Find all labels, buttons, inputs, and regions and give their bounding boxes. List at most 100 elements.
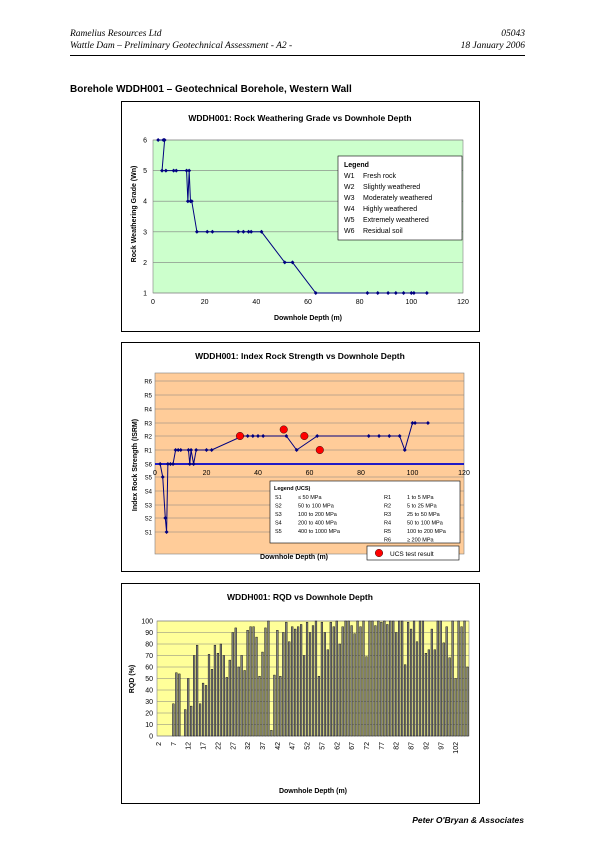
rqd-chart: WDDH001: RQD vs Downhole Depth 0 10 20 30 40… [121,583,480,804]
bar [222,655,225,737]
data-point [425,421,430,425]
bar [267,620,270,737]
y-tick-label: S5 [145,476,153,482]
x-tick-label: 97 [438,742,445,750]
x-tick-label: 100 [407,470,419,477]
bar [421,620,425,737]
strength-chart-svg: WDDH001: Index Rock Strength vs Downhole… [132,351,470,561]
data-point [162,138,167,142]
y-tick-label: 70 [145,653,153,660]
bar [424,652,428,737]
data-point [401,291,406,295]
x-tick-label: 0 [151,299,155,306]
bar [359,626,362,737]
y-tick-label: 10 [145,722,153,729]
x-axis-label: Downhole Depth (m) [260,554,328,561]
bar [249,626,252,737]
bar [314,620,318,737]
bar [365,656,368,737]
data-point [189,199,194,204]
legend-box [337,155,463,241]
legend-label: 100 to 200 MPa [407,529,447,535]
legend-title: Legend (UCS) [274,486,311,492]
legend-code: R1 [384,495,391,501]
legend-label: ≥ 200 MPa [407,538,435,544]
data-point [256,434,260,438]
data-point [185,199,190,204]
data-point [173,448,178,452]
data-point [191,462,196,466]
y-tick-label: 30 [145,699,153,706]
bar [255,636,258,737]
bar [329,621,332,737]
bar [198,703,202,737]
bar [282,632,285,737]
data-point [174,168,179,173]
bar [285,621,288,737]
x-tick-label: 40 [254,470,262,477]
bar [213,644,217,737]
legend-title: Legend [344,162,369,169]
y-tick-label: 3 [143,229,147,236]
data-point [205,229,210,234]
bar [300,624,303,737]
data-point [158,462,163,466]
x-tick-label: 32 [245,742,252,750]
legend-code: W6 [344,228,355,235]
data-point [402,448,407,452]
y-tick-label: S6 [145,463,153,469]
bar [406,621,410,737]
bar [311,625,315,737]
legend-label: 200 to 400 MPa [298,521,338,527]
x-tick-label: 80 [357,470,365,477]
y-tick-label: 40 [145,688,153,695]
data-point [424,291,429,295]
legend-label: 50 to 100 MPa [298,504,335,510]
x-tick-label: 92 [423,742,430,750]
x-tick-label: 100 [405,299,417,306]
data-point [413,421,418,425]
y-tick-label: 2 [143,260,147,267]
weathering-chart: WDDH001: Rock Weathering Grade vs Downho… [121,101,480,332]
legend-code: R2 [384,504,391,510]
bar [386,624,389,737]
y-tick-label: R6 [144,380,152,386]
bar [374,625,377,737]
ucs-marker-icon [374,548,383,557]
legend-code: S5 [275,529,282,535]
bar [463,620,466,737]
bar [344,620,347,737]
bar [454,678,457,737]
bar [445,626,448,737]
x-tick-label: 57 [319,742,326,750]
legend-label: Fresh rock [363,173,397,180]
bar [412,620,416,737]
bar [264,627,267,737]
x-tick-label: 52 [305,742,312,750]
bar [193,655,196,737]
x-tick-label: 40 [252,299,260,306]
bar [395,632,398,737]
data-point [250,434,255,438]
data-point [156,138,161,142]
data-point [186,448,191,452]
bar [204,685,208,737]
legend-code: S3 [275,512,282,518]
bar [201,682,205,737]
data-point [187,462,192,466]
y-tick-label: 80 [145,642,153,649]
section-title: Borehole WDDH001 – Geotechnical Borehole… [70,84,352,95]
ucs-point [300,431,309,440]
y-tick-label: 50 [145,676,153,683]
report-title: Wattle Dam – Preliminary Geotechnical As… [70,41,293,51]
data-point [397,434,402,438]
legend-code: S1 [275,495,282,501]
bar [207,654,211,737]
bar [294,628,297,737]
bar [234,627,237,737]
y-tick-label: S3 [145,504,153,510]
data-point [375,291,380,295]
data-point [165,462,170,466]
bar [451,620,454,737]
bar [219,643,222,737]
